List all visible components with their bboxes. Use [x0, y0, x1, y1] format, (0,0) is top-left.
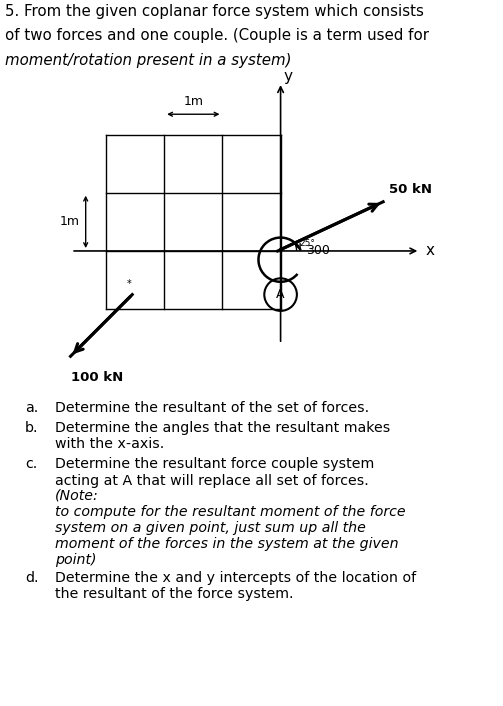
Text: Determine the angles that the resultant makes
with the x-axis.: Determine the angles that the resultant … — [55, 421, 390, 452]
Text: c.: c. — [25, 457, 37, 472]
Text: *: * — [127, 279, 132, 289]
Text: 25°: 25° — [300, 239, 316, 248]
Text: 1m: 1m — [60, 215, 80, 228]
Text: y: y — [284, 69, 293, 84]
Text: A: A — [276, 288, 285, 301]
Text: (Note:
to compute for the resultant moment of the force
system on a given point,: (Note: to compute for the resultant mome… — [55, 489, 405, 567]
Text: 5. From the given coplanar force system which consists: 5. From the given coplanar force system … — [5, 4, 424, 18]
Text: x: x — [426, 244, 435, 258]
Text: moment/rotation present in a system): moment/rotation present in a system) — [5, 53, 292, 68]
Text: 1m: 1m — [183, 95, 203, 109]
Text: a.: a. — [25, 401, 38, 415]
Text: Determine the x and y intercepts of the location of
the resultant of the force s: Determine the x and y intercepts of the … — [55, 571, 416, 601]
Text: Determine the resultant of the set of forces.: Determine the resultant of the set of fo… — [55, 401, 369, 415]
Text: b.: b. — [25, 421, 39, 436]
Text: 300: 300 — [306, 244, 329, 258]
Text: of two forces and one couple. (Couple is a term used for: of two forces and one couple. (Couple is… — [5, 28, 429, 43]
Text: 50 kN: 50 kN — [389, 183, 432, 196]
Text: 100 kN: 100 kN — [70, 371, 123, 384]
Text: Determine the resultant force couple system
acting at A that will replace all se: Determine the resultant force couple sys… — [55, 457, 374, 488]
Text: d.: d. — [25, 571, 39, 585]
